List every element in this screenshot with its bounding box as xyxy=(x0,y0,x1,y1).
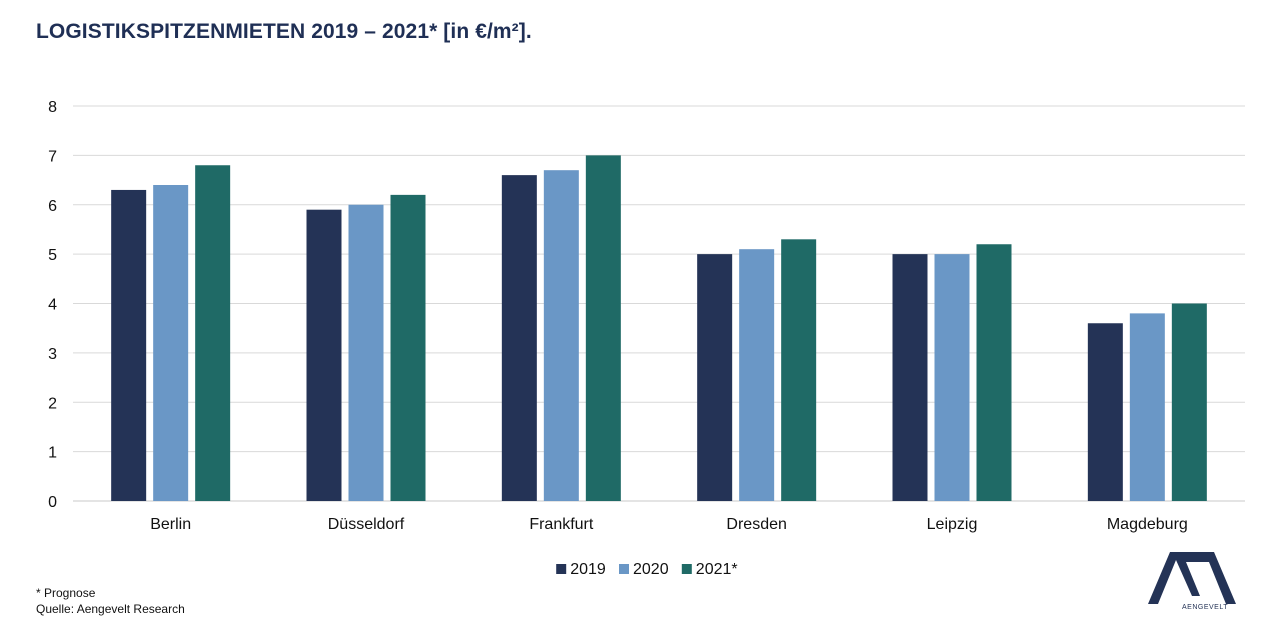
bar-2019-magdeburg xyxy=(1087,323,1123,501)
bar-2020-dsseldorf xyxy=(348,204,384,501)
y-tick-label: 3 xyxy=(48,346,57,363)
source-note: Quelle: Aengevelt Research xyxy=(36,602,185,616)
x-category-label: Dresden xyxy=(726,516,786,533)
bar-2021-magdeburg xyxy=(1171,303,1207,501)
y-tick-label: 1 xyxy=(48,445,57,462)
bar-2020-leipzig xyxy=(934,254,970,501)
bar-2021-leipzig xyxy=(976,244,1012,501)
bar-2021-berlin xyxy=(195,165,231,501)
logo-text: AENGEVELT xyxy=(1182,604,1228,611)
bar-2019-dresden xyxy=(697,254,733,501)
y-tick-label: 6 xyxy=(48,198,57,215)
legend-swatch xyxy=(619,564,629,574)
x-category-label: Berlin xyxy=(150,516,191,533)
bar-2019-berlin xyxy=(111,189,147,501)
bar-2020-dresden xyxy=(739,249,775,501)
x-category-label: Magdeburg xyxy=(1107,516,1188,533)
bar-2019-dsseldorf xyxy=(306,209,342,501)
legend-label: 2021* xyxy=(696,561,738,578)
legend-swatch xyxy=(556,564,567,574)
legend-label: 2020 xyxy=(633,561,669,578)
legend-label: 2019 xyxy=(570,561,606,578)
y-tick-label: 2 xyxy=(48,395,57,412)
bar-2021-dsseldorf xyxy=(390,194,426,501)
bar-2020-frankfurt xyxy=(543,170,579,501)
bar-2019-leipzig xyxy=(892,254,928,501)
x-category-label: Düsseldorf xyxy=(328,516,405,533)
x-category-label: Leipzig xyxy=(927,516,978,533)
y-tick-label: 0 xyxy=(48,494,57,511)
bar-2021-dresden xyxy=(781,239,817,501)
y-tick-label: 4 xyxy=(48,297,57,314)
x-category-label: Frankfurt xyxy=(529,516,594,533)
aengevelt-logo-icon xyxy=(1148,552,1236,604)
footnote-prognose: * Prognose xyxy=(36,586,96,600)
bar-2020-berlin xyxy=(153,185,189,501)
bar-2021-frankfurt xyxy=(585,155,621,501)
y-tick-label: 7 xyxy=(48,148,57,165)
y-tick-label: 5 xyxy=(48,247,57,264)
y-tick-label: 8 xyxy=(48,99,57,116)
legend-swatch xyxy=(681,564,692,574)
bar-2019-frankfurt xyxy=(501,175,537,501)
chart-title: LOGISTIKSPITZENMIETEN 2019 – 2021* [in €… xyxy=(36,20,532,43)
bar-2020-magdeburg xyxy=(1129,313,1165,501)
